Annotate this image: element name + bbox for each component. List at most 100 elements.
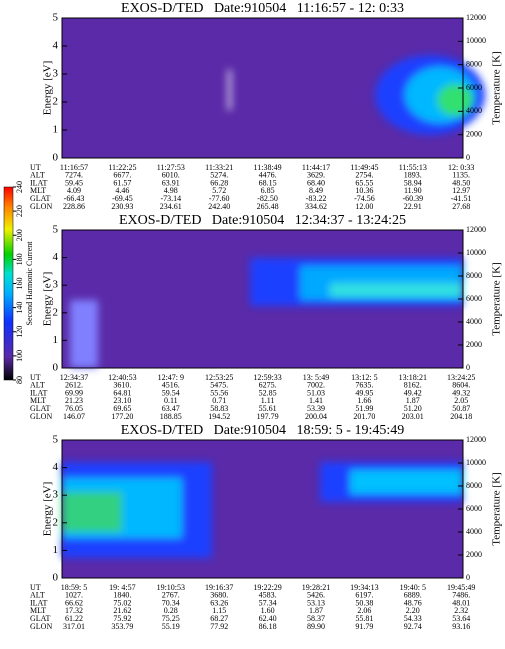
ephemeris-cell: 51.20 [404,404,422,413]
ephemeris-row-label: GLAT [30,404,51,413]
ephemeris-cell: 1135. [452,171,470,180]
ephemeris-cell: 0.11 [164,396,178,405]
ephemeris-cell: -74.56 [354,194,375,203]
ephemeris-cell: 6677. [113,171,131,180]
ephemeris-cell: 353.79 [111,622,133,631]
ephemeris-cell: 61.22 [65,614,83,623]
ephemeris-cell: 13:18:21 [399,373,427,382]
ephemeris-cell: 93.16 [452,622,470,631]
y2-axis-label: Temperature [K] [491,51,503,124]
ephemeris-cell: 228.86 [63,202,85,211]
ephemeris-cell: 77.92 [210,622,228,631]
ephemeris-cell: 48.01 [452,598,470,607]
colorbar-tick-label: 240 [15,181,24,193]
ephemeris-row-label: ILAT [30,388,47,397]
ephemeris-cell: 4583. [259,591,277,600]
ephemeris-cell: 63.26 [210,598,228,607]
spectral-feature [330,283,463,297]
ephemeris-cell: 11:27:53 [157,163,185,172]
ephemeris-cell: -60.39 [402,194,423,203]
ephemeris-cell: 19: 4:57 [109,583,135,592]
ephemeris-cell: 1.60 [261,606,275,615]
ephemeris-cell: 66.62 [65,598,83,607]
ephemeris-cell: 2754. [355,171,373,180]
ephemeris-cell: 68.27 [210,614,228,623]
ephemeris-cell: 200.04 [305,412,327,421]
ephemeris-cell: 0.28 [164,606,178,615]
ephemeris-cell: 27.68 [452,202,470,211]
ephemeris-cell: 58.83 [210,404,228,413]
y-axis-label: Energy [eV] [42,61,54,115]
ephemeris-cell: 3680. [210,591,228,600]
ephemeris-row-label: GLAT [30,194,51,203]
ephemeris-cell: -66.43 [64,194,85,203]
y2-tick-label: 8000 [466,59,482,68]
ephemeris-cell: 3629. [307,171,325,180]
y2-tick-label: 0 [466,363,470,372]
ephemeris-cell: 65.55 [355,178,373,187]
ephemeris-cell: 63.91 [162,178,180,187]
y-tick-label: 1 [53,334,59,346]
ephemeris-cell: 58.37 [307,614,325,623]
ephemeris-row-label: UT [30,373,41,382]
y2-tick-label: 6000 [466,504,482,513]
ephemeris-cell: 75.25 [162,614,180,623]
ephemeris-cell: 19:10:53 [157,583,185,592]
ephemeris-cell: 1.87 [406,396,420,405]
colorbar-tick-label: 120 [15,326,24,338]
ephemeris-cell: 4476. [259,171,277,180]
ephemeris-cell: -73.14 [160,194,181,203]
y2-tick-label: 4000 [466,317,482,326]
ephemeris-cell: 69.65 [113,404,131,413]
ephemeris-row-label: GLON [30,622,52,631]
ephemeris-cell: 2.32 [454,606,468,615]
ephemeris-cell: 1.15 [212,606,226,615]
ephemeris-cell: 50.38 [355,598,373,607]
colorbar [3,186,14,381]
ephemeris-cell: 6010. [162,171,180,180]
spectrogram-features [228,55,485,135]
y2-tick-label: 0 [466,573,470,582]
spectrogram-features [70,258,463,368]
y2-tick-label: 12000 [466,225,486,234]
colorbar-label: Second Harmonic Current [25,241,34,326]
ephemeris-cell: 69.99 [65,388,83,397]
ephemeris-cell: 1.66 [357,396,371,405]
colorbar-tick-label: 140 [15,302,24,314]
y2-tick-label: 12000 [466,13,486,22]
ephemeris-cell: 19:22:29 [253,583,281,592]
ephemeris-cell: 12: 0:33 [448,163,474,172]
ephemeris-cell: 13:12: 5 [351,373,377,382]
ephemeris-row-label: UT [30,583,41,592]
ephemeris-row-label: ALT [30,381,45,390]
ephemeris-cell: 7274. [65,171,83,180]
y-tick-label: 0 [53,362,59,374]
ephemeris-cell: 54.33 [404,614,422,623]
ephemeris-cell: 89.90 [307,622,325,631]
ephemeris-cell: 203.01 [402,412,424,421]
y-tick-label: 2 [53,96,59,108]
ephemeris-cell: 11:38:49 [254,163,282,172]
ephemeris-cell: 12:40:53 [108,373,136,382]
y2-tick-label: 10000 [466,36,486,45]
ephemeris-cell: 13:24:25 [447,373,475,382]
ephemeris-cell: 6197. [355,591,373,600]
y-tick-label: 1 [53,124,59,136]
y-tick-label: 0 [53,572,59,584]
colorbar-tick-label: 220 [15,205,24,217]
ephemeris-row-label: MLT [30,186,46,195]
ephemeris-cell: 61.57 [113,178,131,187]
ephemeris-cell: 48.50 [452,178,470,187]
y-axis-label: Energy [eV] [42,482,54,536]
ephemeris-cell: 2.05 [454,396,468,405]
ephemeris-cell: 0.71 [212,396,226,405]
spectral-feature [70,300,98,368]
ephemeris-cell: 7486. [452,591,470,600]
ephemeris-cell: 194.52 [208,412,230,421]
ephemeris-cell: 317.01 [63,622,85,631]
spectral-feature [350,470,463,494]
ephemeris-cell: 53.39 [307,404,325,413]
ephemeris-row-label: GLAT [30,614,51,623]
y-tick-label: 4 [53,40,59,52]
